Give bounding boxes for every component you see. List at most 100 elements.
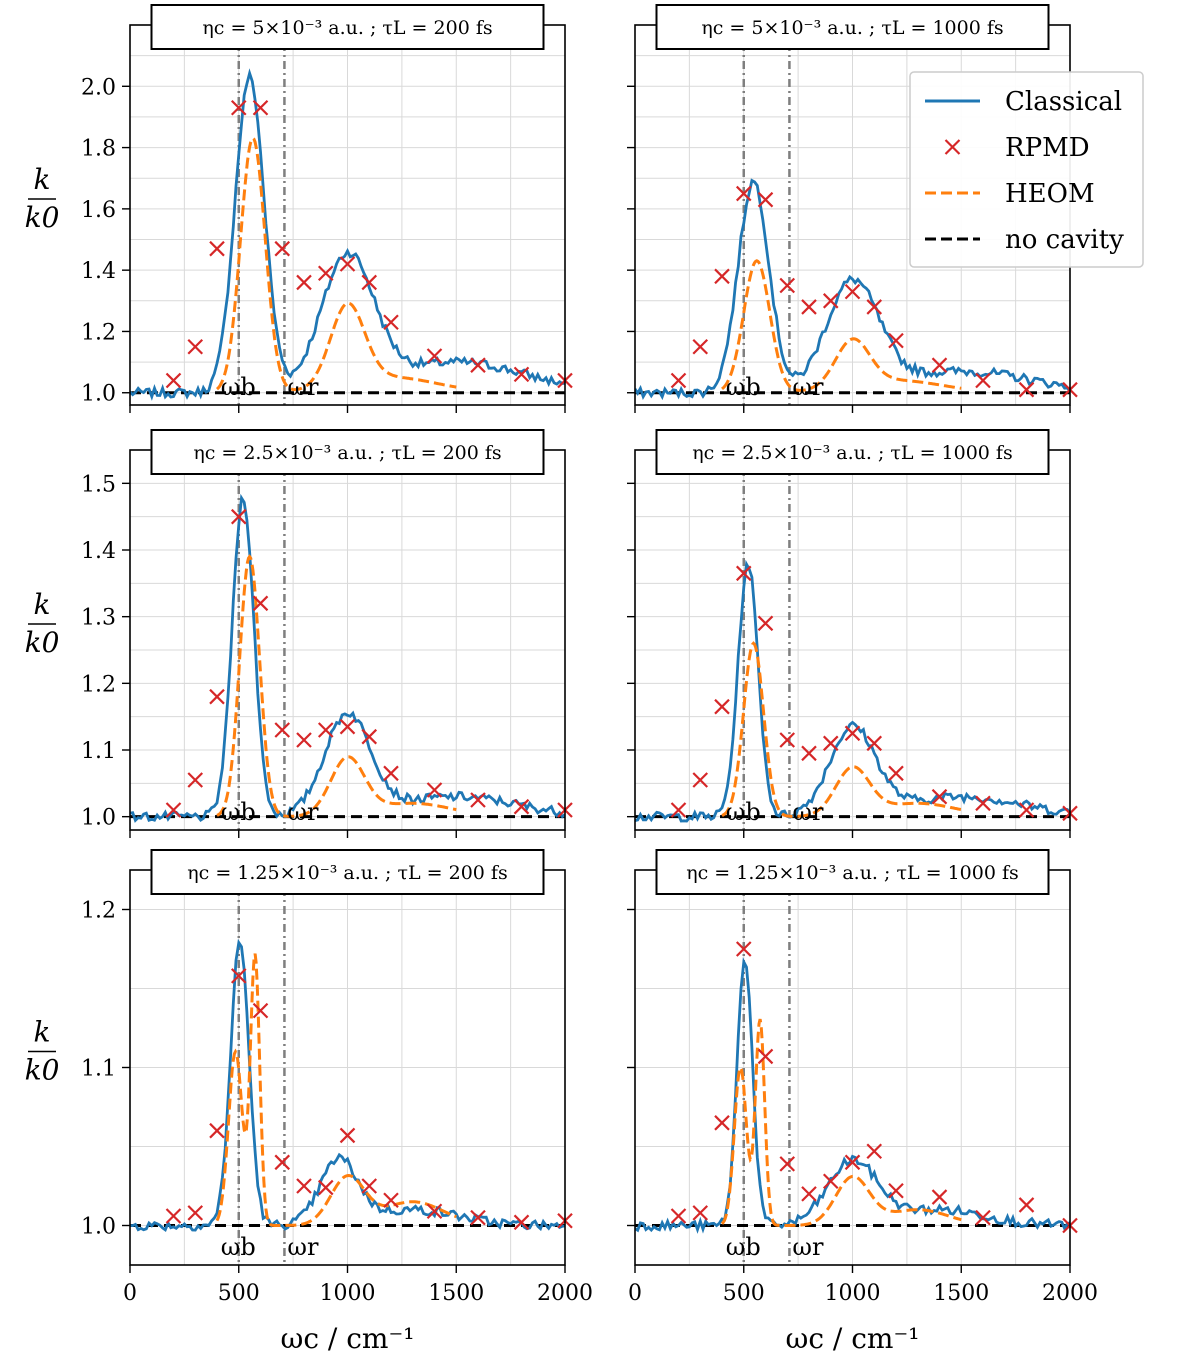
omega-r-label: ωr [792,1233,824,1261]
grid [129,870,566,1265]
rpmd-point [187,1205,204,1221]
y-tick-label: 1.4 [81,259,116,284]
y-tick-label: 1.3 [81,606,116,631]
rpmd-point [844,283,861,300]
rpmd-point [383,1192,399,1208]
rpmd-point [692,1205,709,1221]
rpmd-point [735,565,752,582]
grid [634,870,1071,1265]
y-tick-label: 1.4 [81,539,116,564]
y-label-numerator: k [34,1016,51,1049]
y-tick-label: 1.8 [81,137,116,162]
y-tick-label: 2.0 [81,75,116,100]
y-tick-label: 1.2 [81,899,116,924]
rpmd-point [822,735,839,752]
panel-title-box: ηc = 5×10⁻³ a.u. ; τL = 1000 fs [655,4,1050,50]
rpmd-series [165,968,573,1231]
panel-title: ηc = 2.5×10⁻³ a.u. ; τL = 1000 fs [692,442,1012,464]
x-tick-label: 1500 [428,1281,484,1306]
heom-series [215,953,457,1227]
rpmd-series [670,185,1078,398]
rpmd-point [230,99,247,116]
omega-b-label: ωb [726,1233,761,1261]
rpmd-point [866,735,883,752]
heom-series [721,259,962,392]
y-tick-label: 1.2 [81,320,116,345]
rpmd-point [513,366,530,383]
panel-title-box: ηc = 5×10⁻³ a.u. ; τL = 200 fs [150,4,545,50]
classical-series [130,938,565,1232]
rpmd-point [975,1209,991,1226]
panel-1: ωb ωr 1.0 1.2 1.4 1.6 1.8 2.0 k k0 ηc = 5×10⁻³ a.u… [25,4,573,413]
legend-label: RPMD [1005,133,1090,163]
plot-area [635,450,1070,830]
rpmd-point [187,772,204,788]
rpmd-point [888,765,904,782]
rpmd-point [339,1127,356,1144]
panel-3: ωb ωr 1.0 1.1 1.2 1.3 1.4 1.5 k k0 ηc = 2.5×10⁻³ a… [25,429,573,838]
classical-series [130,493,565,823]
x-tick-label: 2000 [537,1281,593,1306]
title-frame [655,4,1050,50]
rpmd-point [470,1209,486,1226]
rpmd-point [317,722,334,738]
rpmd-point [426,348,443,364]
heom-series [215,136,457,392]
panel-title: ηc = 5×10⁻³ a.u. ; τL = 1000 fs [701,17,1003,39]
rpmd-point [779,277,796,294]
rpmd-point [714,698,730,715]
omega-r-label: ωr [792,373,824,401]
x-tick-label: 1000 [320,1281,376,1306]
y-label-numerator: k [34,588,51,621]
classical-series [635,178,1070,401]
y-axis-label: k k0 [25,588,60,659]
legend-label: HEOM [1005,179,1095,209]
rpmd-point [692,772,709,788]
rpmd-point [670,1208,687,1224]
rpmd-point [801,299,817,315]
plot-area [130,870,565,1265]
rpmd-point [209,240,225,257]
rpmd-point [339,718,356,735]
panel-title-box: ηc = 1.25×10⁻³ a.u. ; τL = 200 fs [150,849,545,895]
x-axis-label: ωc / cm⁻¹ [281,1322,415,1355]
grid [129,449,566,830]
rpmd-point [274,722,291,738]
rpmd-point [844,725,861,742]
y-tick-label: 1.1 [81,739,116,764]
x-tick-label: 1500 [933,1281,989,1306]
x-tick-label: 0 [628,1281,642,1306]
rpmd-point [779,732,796,748]
legend-frame [909,71,1144,268]
title-frame [655,429,1050,475]
legend-swatch-rpmd [944,139,961,155]
rpmd-point [296,274,312,291]
panel-title: ηc = 2.5×10⁻³ a.u. ; τL = 200 fs [193,442,501,464]
rpmd-point [888,1182,904,1199]
rpmd-point [513,1214,530,1231]
rpmd-point [296,732,312,748]
rpmd-point [187,338,204,355]
rpmd-point [714,268,730,285]
y-label-denominator: k0 [25,1054,60,1087]
classical-series [635,559,1070,823]
rpmd-point [383,765,399,782]
omega-r-label: ωr [287,798,319,826]
rpmd-point [670,802,687,818]
rpmd-point [822,1173,839,1190]
rpmd-series [165,99,573,389]
panel-title: ηc = 1.25×10⁻³ a.u. ; τL = 1000 fs [686,862,1019,884]
heom-series [216,554,457,818]
rpmd-point [252,595,269,612]
rpmd-point [165,802,182,818]
legend-label: Classical [1005,87,1122,117]
rpmd-point [931,357,948,373]
plot-area [635,870,1070,1265]
y-axis-label: k k0 [25,163,60,234]
heom-series [720,1018,962,1227]
rpmd-series [165,508,573,818]
omega-b-label: ωb [221,798,256,826]
y-tick-label: 1.0 [81,1215,116,1240]
panel-6: ωb ωr 0 500 1000 1500 2000 ηc = 1.25×10⁻³ a.u. … [627,849,1098,1306]
